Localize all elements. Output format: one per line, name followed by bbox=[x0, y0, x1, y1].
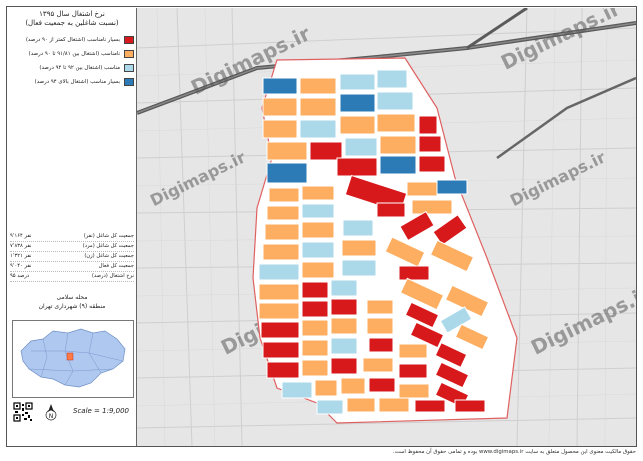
neighborhood-blocks bbox=[252, 57, 518, 424]
stat-label: جمعیت کل شاغل (زن) bbox=[84, 253, 134, 259]
legend-label: مناسب (اشتغال بین ۹۲ تا ۹۴ درصد) bbox=[39, 64, 120, 71]
legend-item-very-bad: بسیار نامناسب (اشتغال کمتر از ۹۰ درصد) bbox=[10, 34, 134, 45]
locator-inset-map bbox=[12, 320, 134, 398]
legend-swatch bbox=[124, 49, 134, 58]
basemap-streets bbox=[137, 8, 636, 446]
neighborhood-name: محله سلامی bbox=[56, 294, 88, 301]
stat-label: جمعیت کل فعال bbox=[98, 263, 134, 269]
stat-value: ۹۵ درصد bbox=[10, 273, 30, 279]
copyright-footer: حقوق مالکیت معنوی این محصول متعلق به سای… bbox=[392, 449, 636, 455]
legend-swatch bbox=[124, 63, 134, 72]
legend-label: بسیار نامناسب (اشتغال کمتر از ۹۰ درصد) bbox=[25, 36, 120, 43]
legend-label: نامناسب (اشتغال بین ۹۱/۸۱ تا ۹۰ درصد) bbox=[28, 50, 120, 57]
north-arrow-icon: N bbox=[45, 404, 57, 421]
stat-row: ۷٬۸۳۸ نفر جمعیت کل شاغل (مرد) bbox=[10, 242, 134, 252]
blocks-row-4 bbox=[266, 357, 486, 415]
district-name: منطقه (۹) شهرداری تهران bbox=[38, 303, 106, 310]
map-title: نرخ اشتغال سال ۱۳۹۵ (نسبت شاغلین به جمعی… bbox=[10, 10, 134, 28]
north-label: N bbox=[49, 413, 54, 420]
map-title-line-2: (نسبت شاغلین به جمعیت فعال) bbox=[25, 19, 119, 27]
legend: بسیار نامناسب (اشتغال کمتر از ۹۰ درصد) ن… bbox=[10, 34, 134, 90]
stat-value: ۱٬۳۲۱ نفر bbox=[10, 253, 32, 259]
qr-code-icon bbox=[13, 402, 33, 422]
map-title-line-1: نرخ اشتغال سال ۱۳۹۵ bbox=[39, 10, 105, 18]
stat-row: ۹٬۰۴۰ نفر جمعیت کل فعال bbox=[10, 262, 134, 272]
stat-value: ۹٬۱۶۴ نفر bbox=[10, 233, 32, 239]
stats-table: ۹٬۱۶۴ نفر جمعیت کل شاغل (نفر) ۷٬۸۳۸ نفر جم… bbox=[10, 232, 134, 282]
stat-label: نرخ اشتغال (درصد) bbox=[91, 273, 134, 279]
selected-district-marker bbox=[66, 352, 74, 361]
stat-row: ۱٬۳۲۱ نفر جمعیت کل شاغل (زن) bbox=[10, 252, 134, 262]
legend-item-good: مناسب (اشتغال بین ۹۲ تا ۹۴ درصد) bbox=[10, 62, 134, 73]
blocks-row-1 bbox=[262, 69, 446, 184]
stat-label: جمعیت کل شاغل (مرد) bbox=[82, 243, 134, 249]
legend-item-very-good: بسیار مناسب (اشتغال بالای ۹۴ درصد) bbox=[10, 76, 134, 87]
legend-label: بسیار مناسب (اشتغال بالای ۹۴ درصد) bbox=[34, 78, 120, 85]
locator-map-graphic bbox=[13, 321, 133, 397]
blocks-row-2 bbox=[258, 174, 475, 281]
blocks-row-3 bbox=[258, 277, 490, 368]
map-area: Digimaps.ir Digimaps.ir Digimaps.ir Digi… bbox=[137, 8, 636, 446]
stat-row: ۹۵ درصد نرخ اشتغال (درصد) bbox=[10, 272, 134, 282]
legend-item-bad: نامناسب (اشتغال بین ۹۱/۸۱ تا ۹۰ درصد) bbox=[10, 48, 134, 59]
stat-value: ۹٬۰۴۰ نفر bbox=[10, 263, 32, 269]
stat-value: ۷٬۸۳۸ نفر bbox=[10, 243, 32, 249]
legend-swatch bbox=[124, 35, 134, 44]
stat-label: جمعیت کل شاغل (نفر) bbox=[83, 233, 134, 239]
area-info: محله سلامی منطقه (۹) شهرداری تهران bbox=[10, 293, 134, 311]
scale-label: Scale = 1:9,000 bbox=[73, 407, 129, 415]
legend-swatch bbox=[124, 77, 134, 86]
stat-row: ۹٬۱۶۴ نفر جمعیت کل شاغل (نفر) bbox=[10, 232, 134, 242]
